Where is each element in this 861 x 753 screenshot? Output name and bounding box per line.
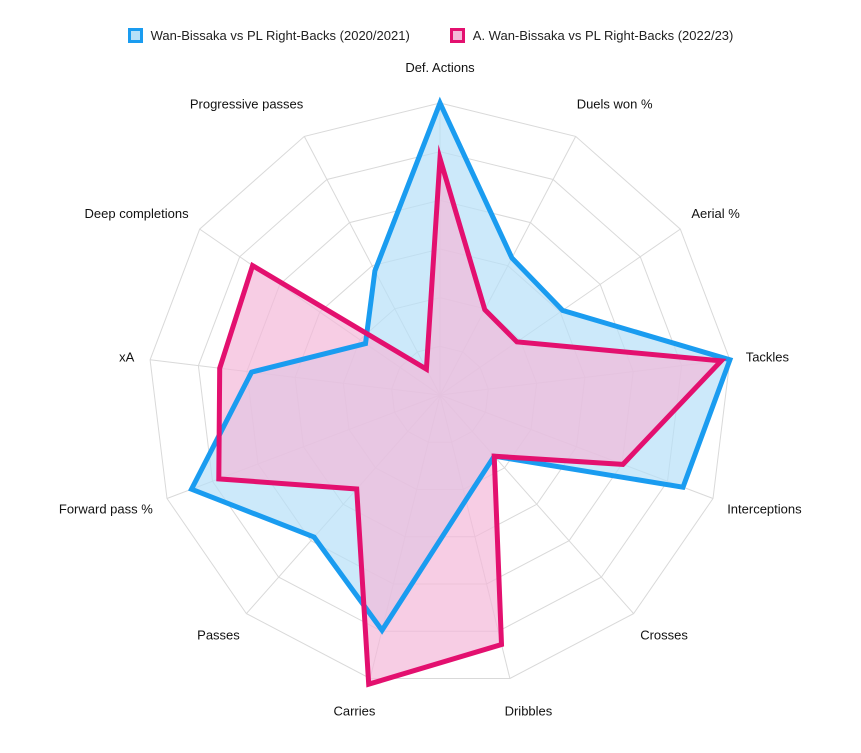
series-line-0[interactable]	[188, 96, 734, 635]
legend-item-2022-23[interactable]: A. Wan-Bissaka vs PL Right-Backs (2022/2…	[449, 28, 734, 43]
axis-label-progressive-passes: Progressive passes	[190, 97, 304, 112]
axis-label-xa: xA	[119, 349, 135, 364]
axis-label-deep-completions: Deep completions	[85, 206, 190, 221]
legend-label-2022-23: A. Wan-Bissaka vs PL Right-Backs (2022/2…	[472, 28, 734, 43]
legend-item-2020-21[interactable]: Wan-Bissaka vs PL Right-Backs (2020/2021…	[127, 28, 410, 43]
axis-label-aerial: Aerial %	[691, 206, 740, 221]
legend-swatch-2022-23	[449, 28, 465, 43]
axis-label-tackles: Tackles	[746, 349, 790, 364]
axis-label-dribbles: Dribbles	[505, 704, 553, 719]
axis-label-def-actions: Def. Actions	[405, 60, 475, 75]
axis-label-duels-won: Duels won %	[577, 97, 653, 112]
axis-label-forward-pass: Forward pass %	[59, 502, 153, 517]
axis-label-interceptions: Interceptions	[727, 502, 802, 517]
axis-label-carries: Carries	[333, 704, 375, 719]
legend: Wan-Bissaka vs PL Right-Backs (2020/2021…	[0, 28, 861, 43]
radar-series	[188, 96, 734, 688]
grid-ring	[149, 102, 731, 679]
legend-label-2020-21: Wan-Bissaka vs PL Right-Backs (2020/2021…	[150, 28, 410, 43]
axis-label-passes: Passes	[197, 628, 240, 643]
legend-swatch-2020-21	[127, 28, 143, 43]
axis-label-crosses: Crosses	[640, 628, 688, 643]
series-area-1	[218, 158, 722, 685]
series-line-1[interactable]	[216, 144, 727, 688]
radar-axis-labels: Def. Actions Duels won % Aerial % Tackles In…	[59, 60, 802, 719]
